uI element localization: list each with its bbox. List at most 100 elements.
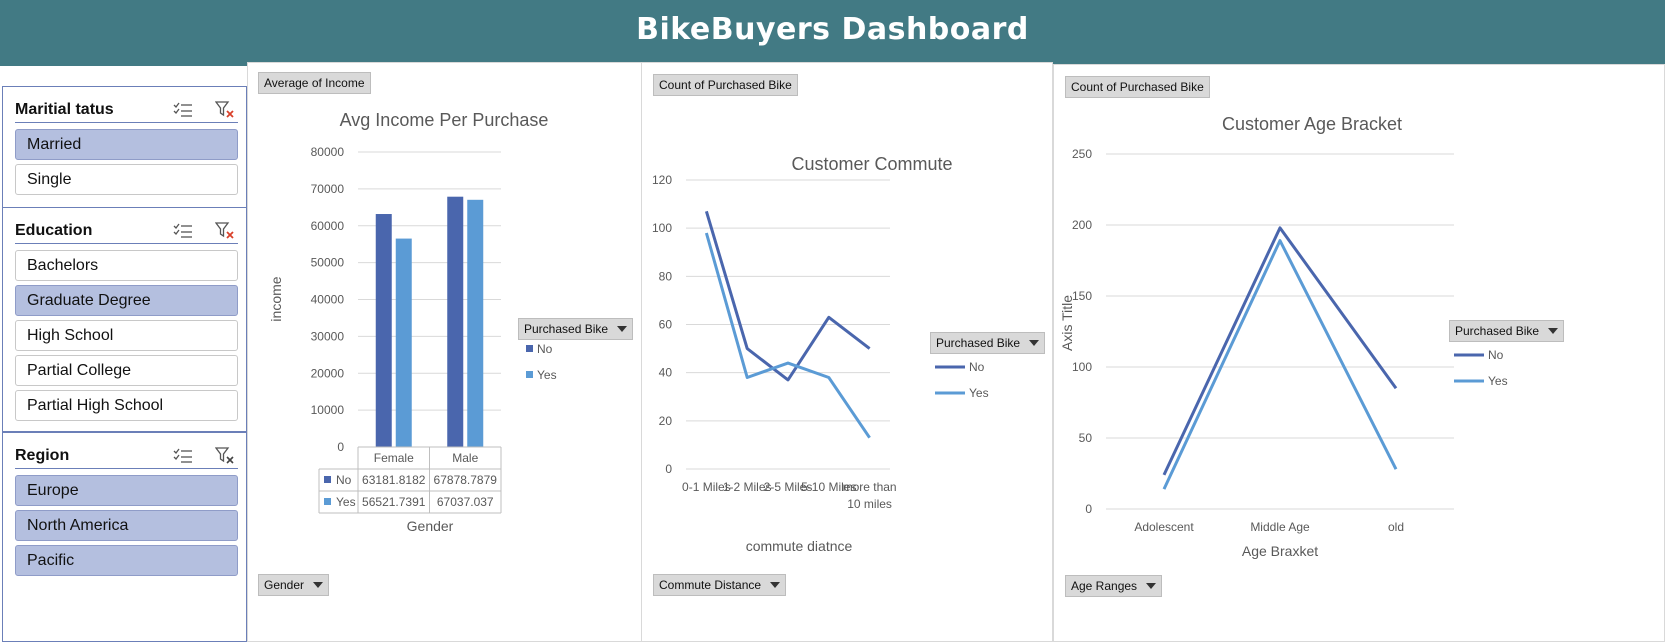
table-series-label: Yes (336, 495, 356, 509)
dropdown-arrow-icon (1146, 583, 1157, 589)
axis-field-label: Gender (264, 578, 305, 592)
x-tick-label: Middle Age (1250, 520, 1310, 534)
slicer-item-single[interactable]: Single (15, 164, 238, 195)
y-tick-label: 0 (337, 440, 344, 454)
x-tick-label: 0-1 Miles (682, 480, 731, 494)
legend-label: No (969, 360, 985, 374)
x-category-label: Male (452, 451, 478, 465)
y-tick-label: 150 (1072, 289, 1092, 303)
x-tick-label: 5-10 Miles (801, 480, 856, 494)
legend-key (526, 371, 533, 378)
axis-field-button[interactable]: Age Ranges (1065, 575, 1163, 597)
slicer-item-pacific[interactable]: Pacific (15, 545, 238, 576)
marital-status-slicer: Maritial tatus Married Single (2, 86, 247, 208)
dashboard-title: BikeBuyers Dashboard (636, 11, 1029, 47)
slicer-header: Maritial tatus (15, 97, 238, 123)
y-axis-title: Axis Title (1059, 295, 1075, 351)
table-series-label: No (336, 473, 352, 487)
clear-filter-icon[interactable] (212, 445, 238, 467)
age-chart-panel: Count of Purchased Bike Customer Age Bra… (1053, 64, 1665, 642)
dropdown-arrow-icon (313, 582, 324, 588)
dropdown-arrow-icon (617, 326, 628, 332)
dropdown-arrow-icon (770, 582, 781, 588)
axis-field-button[interactable]: Commute Distance (653, 574, 787, 596)
dashboard-header: BikeBuyers Dashboard (0, 0, 1665, 66)
value-field-button[interactable]: Count of Purchased Bike (653, 74, 798, 96)
x-tick-label: 10 miles (847, 497, 892, 511)
region-slicer: Region Europe North America Pacific (2, 432, 247, 642)
series-line-no (704, 210, 871, 382)
legend-label: No (1488, 348, 1504, 362)
x-category-label: Female (374, 451, 414, 465)
legend-field-button[interactable]: Purchased Bike (518, 318, 634, 340)
chart-title: Customer Commute (791, 154, 952, 174)
y-tick-label: 40000 (311, 293, 345, 307)
legend-field-button[interactable]: Purchased Bike (1449, 320, 1565, 342)
y-tick-label: 50000 (311, 256, 345, 270)
age-chart: Customer Age Bracket Axis Title 0 50 100 150 2… (1059, 114, 1508, 559)
y-tick-label: 50 (1079, 431, 1093, 445)
y-tick-label: 60 (659, 318, 673, 332)
education-slicer: Education Bachelors Graduate Degree High… (2, 207, 247, 432)
value-field-button[interactable]: Count of Purchased Bike (1065, 76, 1210, 98)
slicer-header: Education (15, 218, 238, 244)
commute-chart-panel: Count of Purchased Bike Customer Commute… (641, 62, 1053, 642)
clear-filter-icon[interactable] (212, 99, 238, 121)
y-tick-label: 100 (652, 221, 672, 235)
slicer-title: Maritial tatus (15, 100, 114, 118)
slicer-items: Europe North America Pacific (15, 475, 238, 580)
series-line-yes (1162, 239, 1398, 490)
income-chart: Avg Income Per Purchase income 0 10000 20000… (268, 110, 557, 534)
x-tick-label: 2-5 Miles (764, 480, 813, 494)
slicer-item-partial-high-school[interactable]: Partial High School (15, 390, 238, 421)
slicer-items: Married Single (15, 129, 238, 199)
y-tick-label: 30000 (311, 329, 345, 343)
x-axis-title: Gender (407, 518, 454, 534)
y-tick-label: 120 (652, 173, 672, 187)
slicer-title: Education (15, 221, 93, 239)
legend-label: Yes (969, 386, 989, 400)
y-tick-label: 200 (1072, 218, 1092, 232)
slicer-item-europe[interactable]: Europe (15, 475, 238, 506)
slicer-item-partial-college[interactable]: Partial College (15, 355, 238, 386)
multi-select-icon[interactable] (170, 99, 196, 121)
table-legend-key (324, 476, 331, 483)
slicer-item-graduate-degree[interactable]: Graduate Degree (15, 285, 238, 316)
bar (467, 199, 484, 447)
table-value: 67878.7879 (434, 473, 498, 487)
slicer-item-married[interactable]: Married (15, 129, 238, 160)
slicer-items: Bachelors Graduate Degree High School Pa… (15, 250, 238, 425)
bar (447, 196, 464, 447)
value-field-button[interactable]: Average of Income (258, 72, 371, 94)
table-legend-key (324, 498, 331, 505)
series-line-no (1162, 226, 1398, 476)
y-tick-label: 20 (659, 414, 673, 428)
bar (395, 238, 412, 447)
chart-title: Avg Income Per Purchase (340, 110, 549, 130)
dropdown-arrow-icon (1548, 328, 1559, 334)
y-tick-label: 0 (665, 462, 672, 476)
slicer-item-high-school[interactable]: High School (15, 320, 238, 351)
axis-field-button[interactable]: Gender (258, 574, 330, 596)
clear-filter-icon[interactable] (212, 220, 238, 242)
axis-field-label: Age Ranges (1071, 579, 1138, 593)
multi-select-icon[interactable] (170, 220, 196, 242)
legend-key (526, 345, 533, 352)
y-tick-label: 250 (1072, 147, 1092, 161)
table-value: 56521.7391 (362, 495, 426, 509)
y-tick-label: 80000 (311, 145, 345, 159)
slicer-item-north-america[interactable]: North America (15, 510, 238, 541)
legend-field-button[interactable]: Purchased Bike (930, 332, 1046, 354)
legend-field-label: Purchased Bike (1455, 324, 1540, 338)
y-tick-label: 100 (1072, 360, 1092, 374)
legend-field-label: Purchased Bike (936, 336, 1021, 350)
dropdown-arrow-icon (1029, 340, 1040, 346)
bar (375, 214, 392, 447)
x-tick-label: more than (843, 480, 897, 494)
slicer-title: Region (15, 446, 70, 464)
y-tick-label: 20000 (311, 366, 345, 380)
multi-select-icon[interactable] (170, 445, 196, 467)
x-axis-title: Age Braxket (1242, 543, 1318, 559)
slicer-item-bachelors[interactable]: Bachelors (15, 250, 238, 281)
chart-title: Customer Age Bracket (1222, 114, 1402, 134)
